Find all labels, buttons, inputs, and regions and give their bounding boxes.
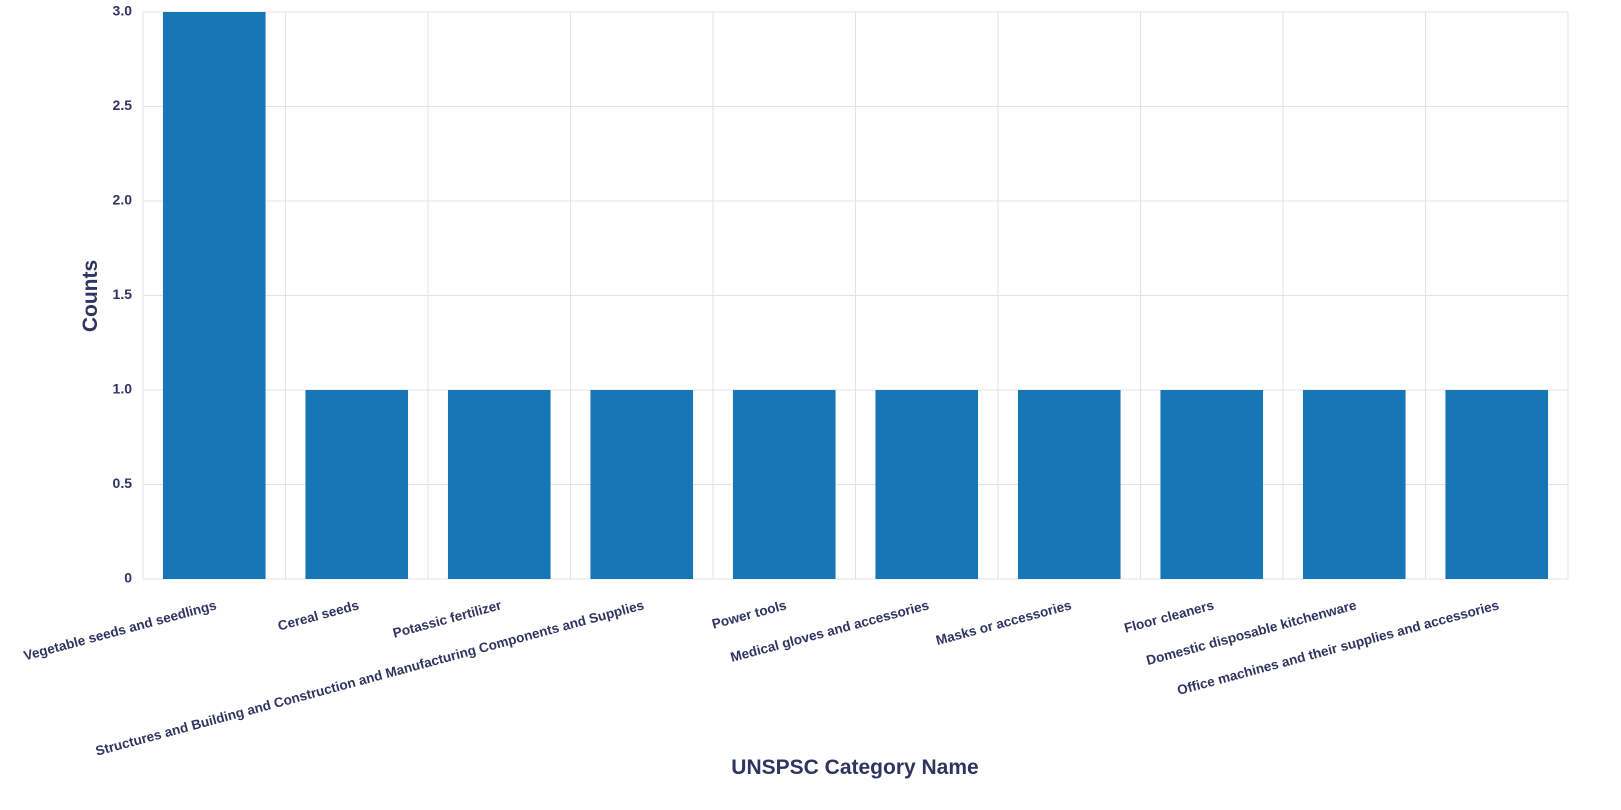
bar xyxy=(1445,390,1549,579)
x-tick-label: Potassic fertilizer xyxy=(391,597,504,641)
x-tick-label: Power tools xyxy=(710,597,788,631)
bar xyxy=(875,390,979,579)
y-tick-label: 0 xyxy=(124,570,132,586)
bar xyxy=(732,390,836,579)
x-tick-label: Floor cleaners xyxy=(1122,597,1215,635)
bar xyxy=(1160,390,1264,579)
x-tick-label: Vegetable seeds and seedlings xyxy=(22,597,218,663)
bar xyxy=(447,390,551,579)
y-tick-label: 1.5 xyxy=(113,286,133,302)
bar xyxy=(305,390,409,579)
y-tick-label: 1.0 xyxy=(113,381,133,397)
bar xyxy=(1017,390,1121,579)
y-axis-title: Counts xyxy=(79,260,102,332)
y-tick-label: 0.5 xyxy=(113,475,133,491)
bar xyxy=(162,12,266,579)
x-axis-title: UNSPSC Category Name xyxy=(731,756,978,779)
x-tick-label: Cereal seeds xyxy=(276,597,360,633)
x-tick-label: Masks or accessories xyxy=(934,597,1073,648)
y-tick-label: 2.5 xyxy=(113,97,133,113)
bar xyxy=(590,390,694,579)
y-tick-label: 3.0 xyxy=(113,3,133,19)
bar xyxy=(1302,390,1406,579)
y-tick-label: 2.0 xyxy=(113,192,133,208)
